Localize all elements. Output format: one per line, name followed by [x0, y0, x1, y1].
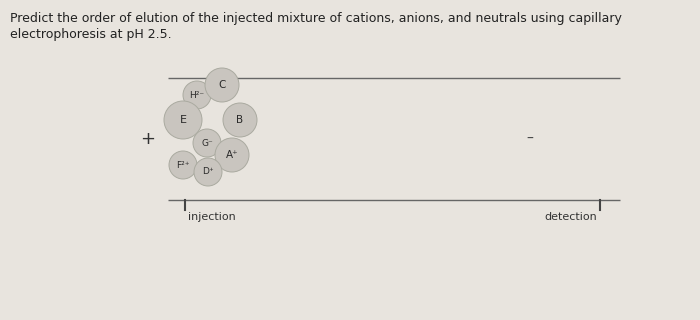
Text: H²⁻: H²⁻	[190, 91, 204, 100]
Text: F²⁺: F²⁺	[176, 161, 190, 170]
Text: B: B	[237, 115, 244, 125]
Text: Predict the order of elution of the injected mixture of cations, anions, and neu: Predict the order of elution of the inje…	[10, 12, 622, 25]
Circle shape	[183, 81, 211, 109]
Circle shape	[194, 158, 222, 186]
Circle shape	[169, 151, 197, 179]
Text: E: E	[179, 115, 186, 125]
Text: detection: detection	[545, 212, 597, 222]
Circle shape	[215, 138, 249, 172]
Text: C: C	[218, 80, 225, 90]
Text: G⁻: G⁻	[201, 139, 213, 148]
Circle shape	[223, 103, 257, 137]
Text: +: +	[141, 130, 155, 148]
Text: injection: injection	[188, 212, 236, 222]
Text: A⁺: A⁺	[225, 150, 238, 160]
Circle shape	[164, 101, 202, 139]
Text: –: –	[526, 132, 533, 146]
Text: electrophoresis at pH 2.5.: electrophoresis at pH 2.5.	[10, 28, 172, 41]
Text: D⁺: D⁺	[202, 167, 214, 177]
Circle shape	[205, 68, 239, 102]
Circle shape	[193, 129, 221, 157]
